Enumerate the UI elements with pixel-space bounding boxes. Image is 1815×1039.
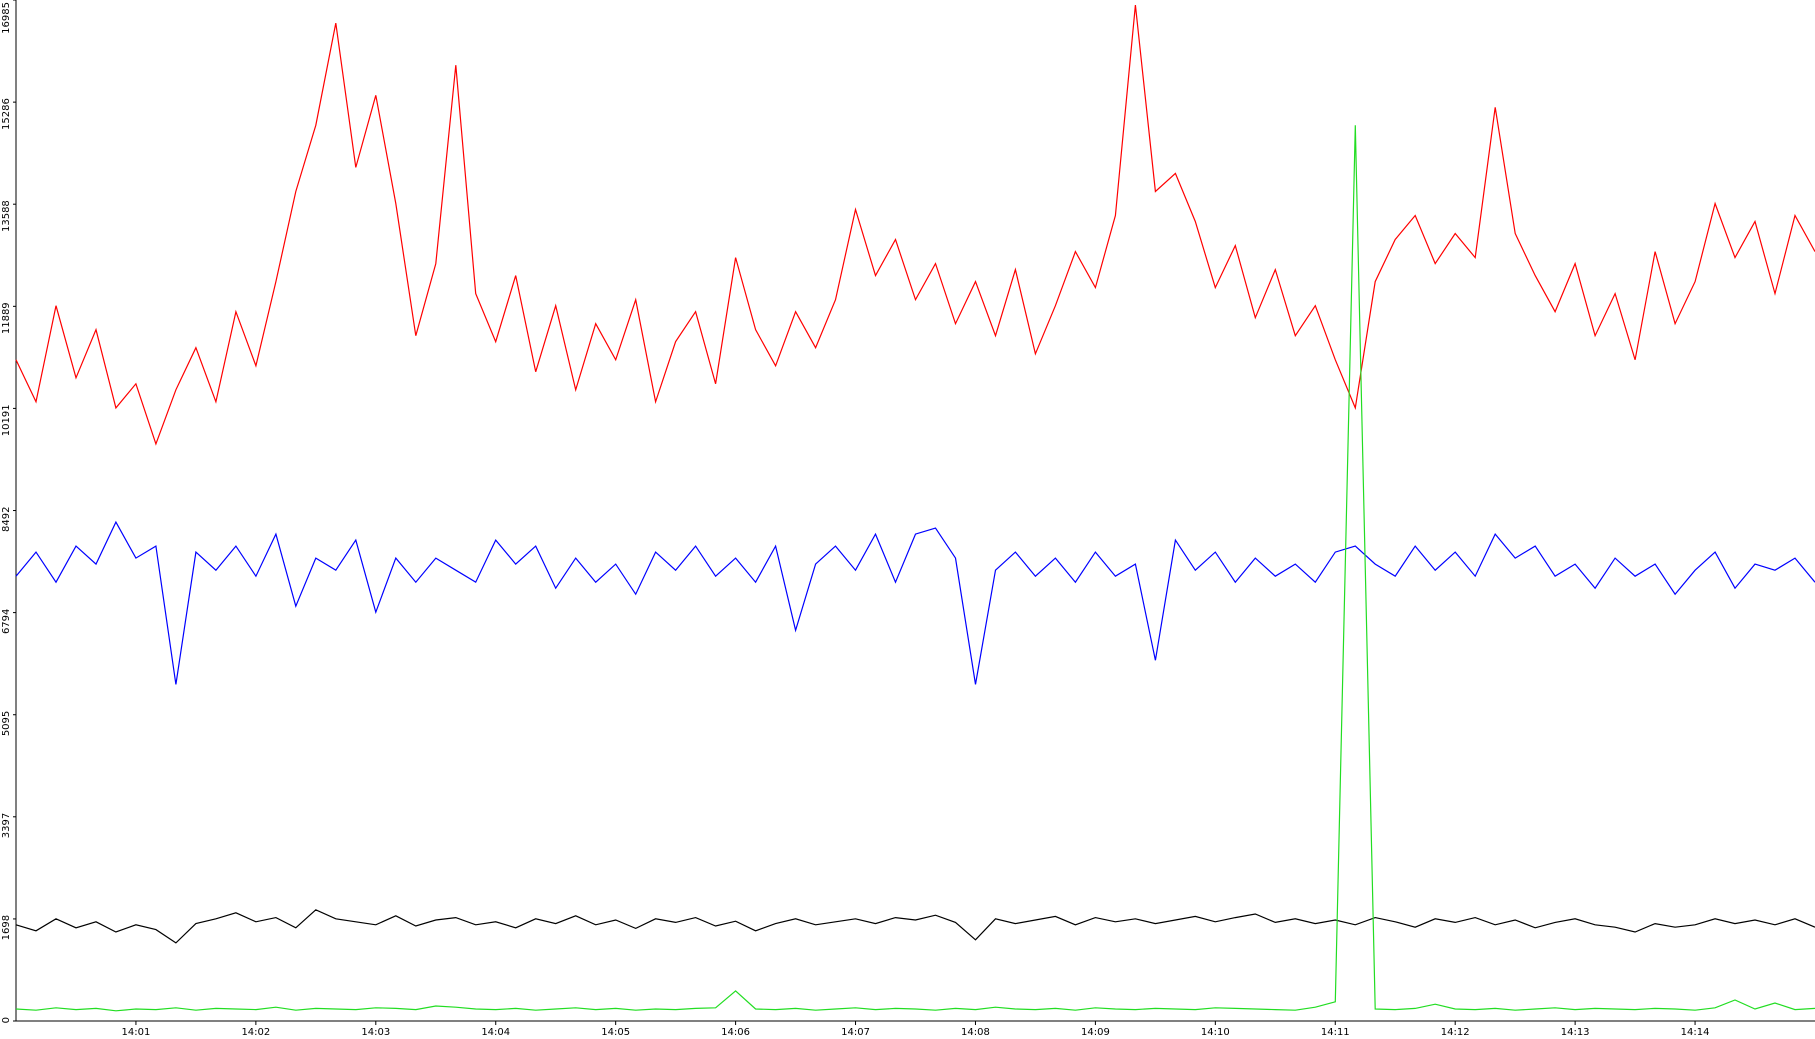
series-line [15,520,1815,685]
x-tick-label: 14:03 [361,1027,390,1038]
x-tick-label: 14:13 [1561,1027,1590,1038]
y-tick-label: 3397 [1,813,12,838]
x-tick-label: 14:06 [721,1027,750,1038]
y-tick-label: 0 [1,1017,12,1023]
x-tick-label: 14:05 [601,1027,630,1038]
x-tick-label: 14:08 [961,1027,990,1038]
x-tick-label: 14:12 [1441,1027,1470,1038]
series-line [15,5,1815,446]
y-tick-label: 1698 [1,915,12,940]
series-line [15,909,1815,944]
x-tick-label: 14:02 [241,1027,270,1038]
y-tick-label: 8492 [1,507,12,532]
y-tick-label: 5095 [1,711,12,736]
x-tick-label: 14:09 [1081,1027,1110,1038]
x-tick-label: 14:04 [481,1027,510,1038]
x-tick-label: 14:14 [1681,1027,1710,1038]
y-tick-label: 11889 [1,302,12,334]
y-tick-label: 10191 [1,404,12,436]
x-tick-label: 14:11 [1321,1027,1350,1038]
y-tick-label: 6794 [1,609,12,634]
y-tick-label: 13588 [1,200,12,232]
series-line [15,125,1815,1012]
y-tick-label: 15286 [1,98,12,130]
x-tick-label: 14:07 [841,1027,870,1038]
x-tick-label: 14:01 [122,1027,151,1038]
x-tick-label: 14:10 [1201,1027,1230,1038]
y-tick-label: 16985 [1,2,12,34]
